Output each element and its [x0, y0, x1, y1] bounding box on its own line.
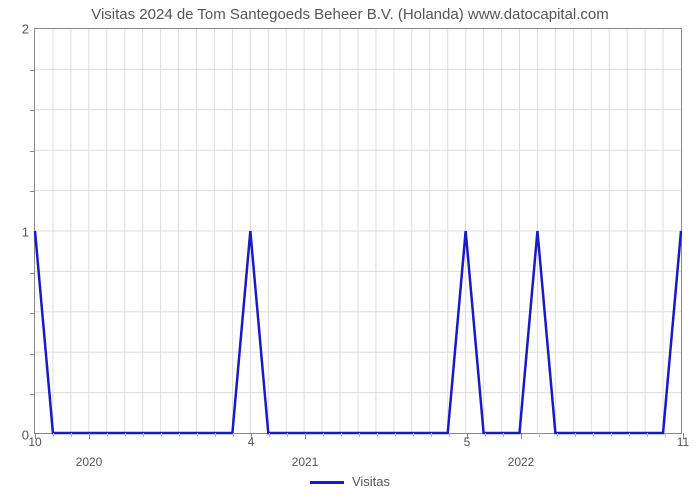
y-minor-tick: [30, 313, 35, 314]
x-minor-tick: [413, 433, 414, 437]
x-minor-tick: [557, 433, 558, 437]
x-minor-tick: [107, 433, 108, 437]
x-minor-tick: [647, 433, 648, 437]
x-major-tick: [521, 433, 522, 439]
x-minor-tick: [611, 433, 612, 437]
x-minor-tick: [143, 433, 144, 437]
x-major-tick: [89, 433, 90, 439]
x-major-label: 2021: [292, 455, 319, 469]
y-minor-tick: [30, 110, 35, 111]
x-value-label: 10: [28, 435, 41, 449]
chart-stage: Visitas 2024 de Tom Santegoeds Beheer B.…: [0, 0, 700, 500]
x-minor-tick: [575, 433, 576, 437]
x-minor-tick: [431, 433, 432, 437]
x-major-label: 2022: [508, 455, 535, 469]
data-series-line: [35, 29, 681, 433]
x-minor-tick: [179, 433, 180, 437]
y-minor-tick: [30, 70, 35, 71]
plot-area: 012202020212022104511: [34, 28, 682, 434]
x-minor-tick: [287, 433, 288, 437]
x-value-label: 11: [677, 435, 689, 449]
x-minor-tick: [449, 433, 450, 437]
x-minor-tick: [71, 433, 72, 437]
x-minor-tick: [233, 433, 234, 437]
x-minor-tick: [539, 433, 540, 437]
y-minor-tick: [30, 191, 35, 192]
x-minor-tick: [665, 433, 666, 437]
x-minor-tick: [485, 433, 486, 437]
y-minor-tick: [30, 394, 35, 395]
x-minor-tick: [593, 433, 594, 437]
x-minor-tick: [53, 433, 54, 437]
x-minor-tick: [377, 433, 378, 437]
y-tick-label: 1: [22, 225, 29, 240]
x-minor-tick: [215, 433, 216, 437]
x-major-label: 2020: [76, 455, 103, 469]
x-value-label: 5: [464, 435, 471, 449]
legend-label: Visitas: [352, 474, 390, 489]
y-minor-tick: [30, 151, 35, 152]
y-minor-tick: [30, 354, 35, 355]
x-minor-tick: [629, 433, 630, 437]
x-minor-tick: [395, 433, 396, 437]
y-minor-tick: [30, 273, 35, 274]
y-tick-label: 2: [22, 22, 29, 37]
x-value-label: 4: [248, 435, 255, 449]
x-minor-tick: [125, 433, 126, 437]
x-minor-tick: [161, 433, 162, 437]
x-minor-tick: [323, 433, 324, 437]
x-minor-tick: [359, 433, 360, 437]
legend: Visitas: [0, 474, 700, 489]
x-minor-tick: [269, 433, 270, 437]
x-minor-tick: [197, 433, 198, 437]
legend-swatch: [310, 481, 344, 484]
x-minor-tick: [341, 433, 342, 437]
chart-title: Visitas 2024 de Tom Santegoeds Beheer B.…: [0, 6, 700, 23]
x-minor-tick: [503, 433, 504, 437]
x-major-tick: [305, 433, 306, 439]
